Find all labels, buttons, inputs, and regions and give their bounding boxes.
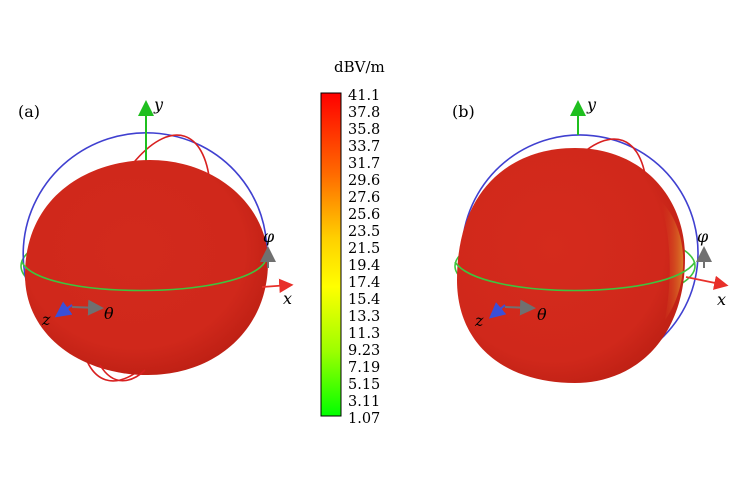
x-axis-arrow <box>685 275 729 290</box>
colorbar-tick-label: 35.8 <box>348 122 380 138</box>
theta-arrow <box>71 299 104 316</box>
sphere-edge-highlight <box>660 200 684 320</box>
z-axis-label: z <box>41 310 51 329</box>
phi-label: φ <box>697 227 709 246</box>
colorbar-ticks: 41.137.835.833.731.729.627.625.623.521.5… <box>348 88 380 427</box>
x-axis-arrow <box>261 278 294 293</box>
colorbar-tick-label: 37.8 <box>348 105 380 121</box>
x-axis-label: x <box>717 290 726 309</box>
panel-a-label: (a) <box>18 102 40 121</box>
x-axis-label: x <box>283 289 292 308</box>
pattern-sphere <box>457 148 685 383</box>
colorbar-unit: dBV/m <box>334 58 385 76</box>
theta-arrow <box>504 299 536 316</box>
pattern-sphere <box>25 160 268 375</box>
colorbar-tick-label: 9.23 <box>348 343 380 359</box>
z-axis-arrow <box>54 301 73 318</box>
colorbar-tick-label: 23.5 <box>348 224 380 240</box>
ring-yz-front <box>99 364 146 382</box>
colorbar-tick-label: 17.4 <box>348 275 380 291</box>
panel-b: (b) y x φ z θ <box>452 95 729 383</box>
theta-label: θ <box>104 304 114 323</box>
phi-label: φ <box>263 227 275 246</box>
colorbar-tick-label: 29.6 <box>348 173 380 189</box>
colorbar-tick-label: 41.1 <box>348 88 380 104</box>
colorbar-tick-label: 1.07 <box>348 411 380 427</box>
colorbar-tick-label: 19.4 <box>348 258 380 274</box>
y-axis-label: y <box>153 95 164 114</box>
colorbar: dBV/m 41.137.835.833.731.729.627.625.623… <box>320 58 385 427</box>
colorbar-tick-label: 13.3 <box>348 309 380 325</box>
colorbar-tick-label: 15.4 <box>348 292 380 308</box>
colorbar-tick-label: 7.19 <box>348 360 380 376</box>
z-axis-label: z <box>474 311 484 330</box>
colorbar-tick-label: 5.15 <box>348 377 380 393</box>
colorbar-tick-label: 3.11 <box>348 394 380 410</box>
colorbar-tick-label: 25.6 <box>348 207 380 223</box>
colorbar-tick-label: 33.7 <box>348 139 380 155</box>
ring-xz-front <box>21 261 266 292</box>
y-axis-label: y <box>586 95 597 114</box>
colorbar-tick-label: 27.6 <box>348 190 380 206</box>
z-axis-arrow <box>488 302 507 319</box>
colorbar-tick-label: 21.5 <box>348 241 380 257</box>
panel-b-label: (b) <box>452 102 475 121</box>
theta-label: θ <box>537 305 547 324</box>
colorbar-tick-label: 11.3 <box>348 326 380 342</box>
colorbar-tick-label: 31.7 <box>348 156 380 172</box>
ring-xz-front <box>454 261 696 292</box>
panel-a: (a) y x φ z θ <box>18 95 294 382</box>
colorbar-gradient <box>320 92 342 417</box>
